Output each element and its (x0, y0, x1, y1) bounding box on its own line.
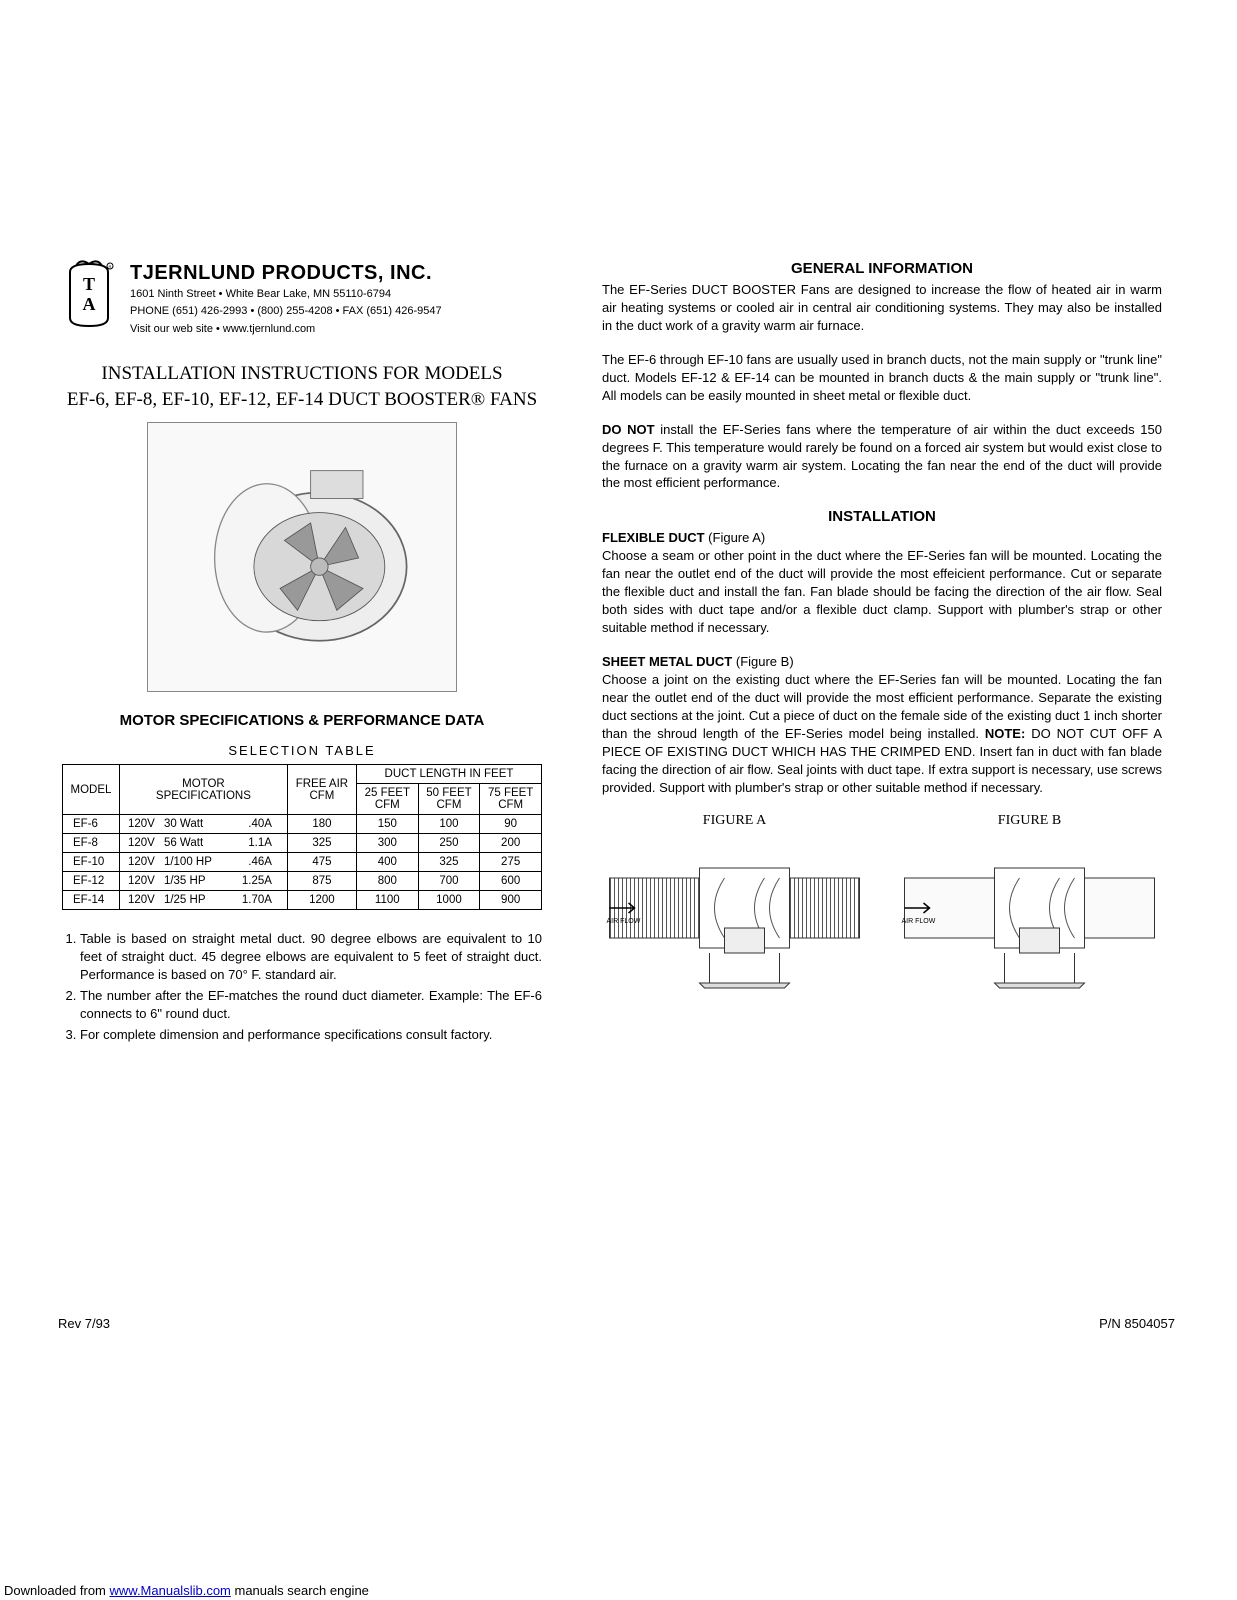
manualslib-link[interactable]: www.Manualslib.com (110, 1583, 231, 1598)
col-50: 50 FEET CFM (418, 784, 480, 815)
table-row: EF-6120V30 Watt.40A18015010090 (63, 815, 542, 834)
part-number: P/N 8504057 (1099, 1316, 1175, 1332)
svg-text:A: A (83, 294, 96, 314)
company-logo-icon: R T A (62, 260, 116, 330)
product-photo (147, 422, 457, 692)
figure-a-title: FIGURE A (602, 813, 867, 829)
col-freeair: FREE AIR CFM (287, 765, 356, 815)
revision-label: Rev 7/93 (58, 1316, 110, 1332)
spec-heading: MOTOR SPECIFICATIONS & PERFORMANCE DATA (62, 712, 542, 729)
table-notes: Table is based on straight metal duct. 9… (62, 930, 542, 1043)
table-row: EF-12120V1/35 HP1.25A875800700600 (63, 872, 542, 891)
col-25: 25 FEET CFM (356, 784, 418, 815)
installation-heading: INSTALLATION (602, 508, 1162, 525)
download-suffix: manuals search engine (231, 1583, 369, 1598)
svg-text:R: R (109, 264, 112, 269)
figure-b-title: FIGURE B (897, 813, 1162, 829)
col-75: 75 FEET CFM (480, 784, 542, 815)
svg-text:AIR FLOW: AIR FLOW (607, 918, 641, 925)
selection-table: MODEL MOTOR SPECIFICATIONS FREE AIR CFM … (62, 764, 542, 910)
col-specs: MOTOR SPECIFICATIONS (119, 765, 287, 815)
download-prefix: Downloaded from (4, 1583, 110, 1598)
flex-duct-figref: (Figure A) (705, 530, 766, 545)
figure-b-diagram: AIR FLOW (897, 843, 1162, 993)
download-source: Downloaded from www.Manualslib.com manua… (4, 1583, 369, 1598)
company-name: TJERNLUND PRODUCTS, INC. (130, 262, 442, 285)
table-row: EF-14120V1/25 HP1.70A120011001000900 (63, 891, 542, 910)
table-title: SELECTION TABLE (62, 743, 542, 758)
note-3: For complete dimension and performance s… (80, 1026, 542, 1044)
company-phone: PHONE (651) 426-2993 • (800) 255-4208 • … (130, 304, 442, 319)
figure-a-diagram: AIR FLOW (602, 843, 867, 993)
general-p1: The EF-Series DUCT BOOSTER Fans are desi… (602, 281, 1162, 335)
note-2: The number after the EF-matches the roun… (80, 987, 542, 1022)
col-ductlen: DUCT LENGTH IN FEET (356, 765, 541, 784)
do-not-label: DO NOT (602, 422, 655, 437)
general-p3-body: install the EF-Series fans where the tem… (602, 422, 1162, 491)
general-p2: The EF-6 through EF-10 fans are usually … (602, 351, 1162, 405)
col-model: MODEL (63, 765, 120, 815)
sheet-duct-figref: (Figure B) (732, 654, 793, 669)
general-info-heading: GENERAL INFORMATION (602, 260, 1162, 277)
table-row: EF-8120V56 Watt1.1A325300250200 (63, 834, 542, 853)
svg-text:AIR FLOW: AIR FLOW (902, 918, 936, 925)
note-1: Table is based on straight metal duct. 9… (80, 930, 542, 983)
doc-title-line2: EF-6, EF-8, EF-10, EF-12, EF-14 DUCT BOO… (62, 387, 542, 413)
general-p3: DO NOT install the EF-Series fans where … (602, 421, 1162, 493)
svg-text:T: T (83, 274, 95, 294)
company-address: 1601 Ninth Street • White Bear Lake, MN … (130, 287, 442, 302)
flex-duct-subhead: FLEXIBLE DUCT (602, 530, 705, 545)
doc-title-line1: INSTALLATION INSTRUCTIONS FOR MODELS (62, 361, 542, 387)
sheet-duct-subhead: SHEET METAL DUCT (602, 654, 732, 669)
flex-duct-body: Choose a seam or other point in the duct… (602, 548, 1162, 635)
table-row: EF-10120V1/100 HP.46A475400325275 (63, 853, 542, 872)
company-web: Visit our web site • www.tjernlund.com (130, 322, 442, 337)
note-label: NOTE: (985, 726, 1025, 741)
